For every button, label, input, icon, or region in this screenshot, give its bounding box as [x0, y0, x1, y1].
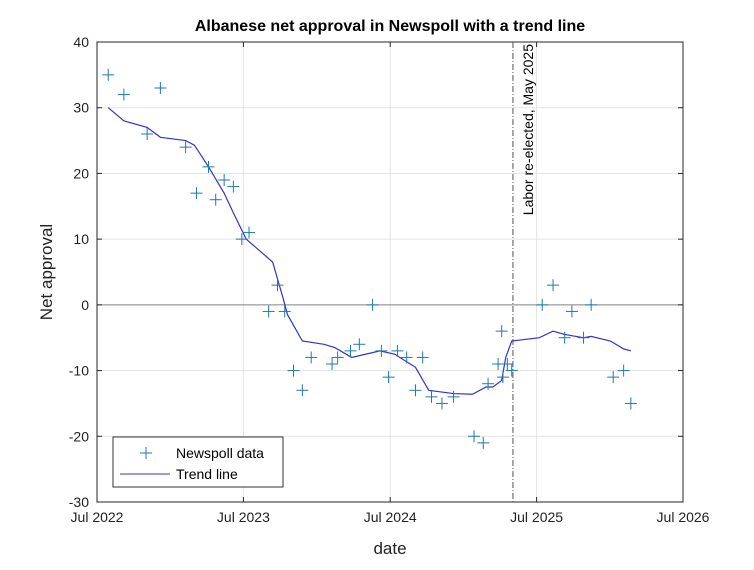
data-point — [547, 279, 560, 292]
data-point — [278, 305, 291, 318]
data-point — [558, 331, 571, 344]
x-axis-label: date — [373, 539, 406, 558]
y-tick-label: 20 — [73, 165, 89, 181]
data-point — [331, 351, 344, 364]
data-point — [375, 344, 388, 357]
y-axis-label: Net approval — [37, 224, 56, 320]
x-tick-label: Jul 2023 — [217, 509, 270, 525]
data-point — [565, 305, 578, 318]
data-point — [102, 68, 115, 81]
data-point — [366, 298, 379, 311]
data-point — [209, 193, 222, 206]
data-point — [585, 298, 598, 311]
data-point — [435, 397, 448, 410]
chart-title: Albanese net approval in Newspoll with a… — [195, 18, 585, 35]
data-point — [218, 174, 231, 186]
legend: Newspoll data Trend line — [112, 436, 284, 488]
axes-box — [96, 41, 684, 503]
data-point — [425, 390, 438, 403]
data-point — [305, 351, 318, 364]
data-point — [353, 338, 366, 351]
data-point — [344, 344, 357, 357]
data-point — [179, 141, 192, 154]
data-point — [235, 233, 248, 246]
data-point — [271, 279, 284, 292]
data-point — [416, 351, 429, 364]
data-point — [243, 226, 256, 239]
data-point — [190, 187, 203, 200]
data-point — [617, 364, 630, 377]
axes: Jul 2022 Jul 2023 Jul 2024 Jul 2025 Jul 2026… — [69, 34, 710, 525]
data-point — [400, 351, 413, 364]
x-tick-label: Jul 2022 — [71, 509, 124, 525]
y-tick-label: 40 — [73, 34, 89, 50]
y-tick-label: 0 — [81, 297, 89, 313]
data-point — [482, 377, 495, 390]
data-point — [409, 384, 422, 397]
x-tick-label: Jul 2024 — [364, 509, 417, 525]
x-tick-label: Jul 2025 — [510, 509, 563, 525]
data-point — [607, 371, 620, 384]
y-tick-label: -30 — [69, 494, 89, 510]
data-point — [505, 364, 518, 377]
data-point — [141, 128, 154, 140]
data-point — [227, 180, 240, 193]
data-point — [501, 358, 514, 370]
data-point — [577, 331, 590, 344]
data-point — [202, 160, 215, 173]
data-point — [447, 390, 460, 403]
legend-label-trend: Trend line — [176, 466, 238, 482]
data-point — [495, 325, 508, 338]
y-tick-label: 30 — [73, 100, 89, 116]
data-point — [496, 371, 509, 384]
legend-box — [112, 436, 284, 488]
legend-marker-points — [140, 447, 152, 459]
data-point — [382, 371, 395, 384]
y-tick-label: -10 — [69, 363, 89, 379]
y-tick-label: 10 — [73, 231, 89, 247]
data-point — [477, 436, 490, 449]
data-point — [624, 397, 637, 410]
x-tick-label: Jul 2026 — [657, 509, 710, 525]
data-point — [326, 358, 339, 370]
data-point — [296, 384, 309, 397]
data-point — [262, 305, 275, 318]
data-point — [468, 430, 481, 443]
data-point — [154, 82, 167, 94]
data-point — [117, 88, 130, 101]
marks: Labor re-elected, May 2025 — [102, 42, 637, 502]
grid — [96, 41, 684, 503]
y-tick-label: -20 — [69, 428, 89, 444]
election-annotation: Labor re-elected, May 2025 — [520, 44, 536, 215]
legend-label-points: Newspoll data — [176, 445, 264, 461]
data-point — [287, 364, 300, 377]
data-point — [391, 344, 404, 357]
data-point — [536, 298, 549, 311]
